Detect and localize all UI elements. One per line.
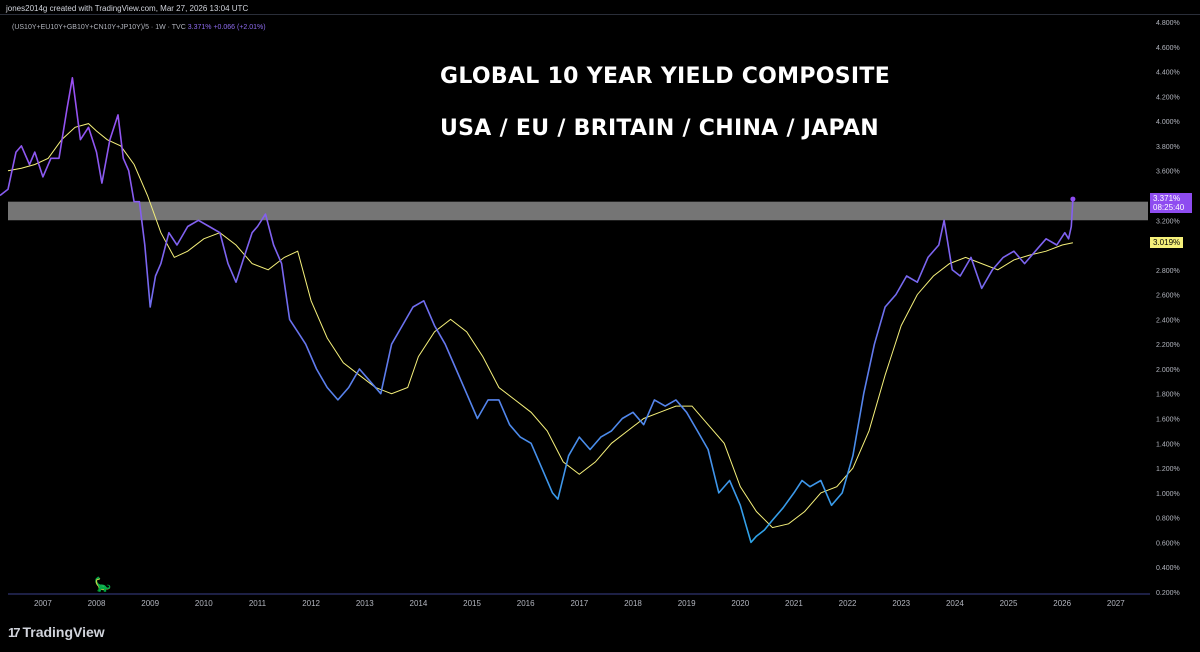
y-tick-label: 1.400%	[1156, 441, 1180, 448]
x-tick-label: 2016	[517, 599, 535, 608]
composite-yield-line	[0, 76, 1074, 544]
tradingview-mark-icon: 17	[8, 624, 21, 640]
y-tick-label: 0.600%	[1156, 540, 1180, 547]
yield-chart[interactable]: 4.800% 4.600% 4.400% 4.200% 4.000% 3.800% 3.60…	[0, 14, 1200, 620]
y-tick-label: 1.000%	[1156, 491, 1180, 498]
y-tick-label: 2.000%	[1156, 367, 1180, 374]
x-tick-label: 2021	[785, 599, 803, 608]
x-tick-label: 2027	[1107, 599, 1125, 608]
y-tick-label: 0.200%	[1156, 590, 1180, 597]
x-tick-label: 2022	[839, 599, 857, 608]
y-tick-label: 4.200%	[1156, 94, 1180, 101]
x-tick-label: 2009	[141, 599, 159, 608]
y-tick-label: 0.800%	[1156, 516, 1180, 523]
legend-value: 3.371%	[187, 24, 212, 31]
x-tick-label: 2025	[1000, 599, 1018, 608]
footer-bar	[0, 621, 1200, 652]
y-tick-label: 3.600%	[1156, 169, 1180, 176]
x-tick-label: 2017	[570, 599, 588, 608]
legend-change: +0.066 (+2.01%)	[213, 24, 266, 31]
x-tick-label: 2023	[892, 599, 910, 608]
moving-average-line	[7, 123, 1074, 529]
last-price-value: 3.371%	[1153, 194, 1181, 203]
x-tick-label: 2008	[88, 599, 106, 608]
y-tick-label: 4.000%	[1156, 119, 1180, 126]
x-tick-label: 2018	[624, 599, 642, 608]
x-tick-label: 2024	[946, 599, 964, 608]
y-tick-label: 1.800%	[1156, 392, 1180, 399]
countdown-value: 08:25:40	[1153, 203, 1185, 212]
y-tick-label: 1.200%	[1156, 466, 1180, 473]
x-tick-label: 2012	[302, 599, 320, 608]
y-tick-label: 0.400%	[1156, 565, 1180, 572]
chart-legend: (US10Y+EU10Y+GB10Y+CN10Y+JP10Y)/5 · 1W ·…	[12, 24, 266, 31]
y-tick-label: 3.200%	[1156, 218, 1180, 225]
chart-title: GLOBAL 10 YEAR YIELD COMPOSITE	[440, 64, 891, 89]
last-price-dot	[1070, 196, 1076, 202]
tradingview-logo[interactable]: 17 TradingView	[8, 624, 105, 640]
logo-text: TradingView	[22, 624, 105, 640]
y-tick-label: 4.800%	[1156, 20, 1180, 27]
chart-frame	[0, 14, 1200, 622]
y-tick-label: 4.600%	[1156, 45, 1180, 52]
y-tick-label: 1.600%	[1156, 417, 1180, 424]
x-tick-label: 2013	[356, 599, 374, 608]
x-tick-label: 2010	[195, 599, 213, 608]
x-tick-label: 2015	[463, 599, 481, 608]
y-tick-label: 2.600%	[1156, 293, 1180, 300]
y-tick-label: 2.800%	[1156, 268, 1180, 275]
y-tick-label: 4.400%	[1156, 70, 1180, 77]
x-tick-label: 2011	[249, 599, 267, 608]
last-price-badge: 3.371% 08:25:40	[1150, 193, 1192, 213]
x-tick-label: 2007	[34, 599, 52, 608]
chart-caption: jones2014g created with TradingView.com,…	[6, 4, 249, 13]
x-tick-label: 2020	[731, 599, 749, 608]
ma-value-badge: 3.019%	[1150, 237, 1184, 248]
dinosaur-icon[interactable]: 🦕	[94, 576, 112, 592]
resistance-zone	[8, 201, 1148, 221]
x-tick-label: 2019	[678, 599, 696, 608]
x-tick-label: 2014	[410, 599, 428, 608]
y-tick-label: 2.200%	[1156, 342, 1180, 349]
legend-symbol: (US10Y+EU10Y+GB10Y+CN10Y+JP10Y)/5 · 1W ·…	[12, 24, 186, 31]
y-tick-label: 2.400%	[1156, 317, 1180, 324]
y-tick-label: 3.800%	[1156, 144, 1180, 151]
chart-subtitle: USA / EU / BRITAIN / CHINA / JAPAN	[440, 116, 879, 141]
x-tick-label: 2026	[1053, 599, 1071, 608]
